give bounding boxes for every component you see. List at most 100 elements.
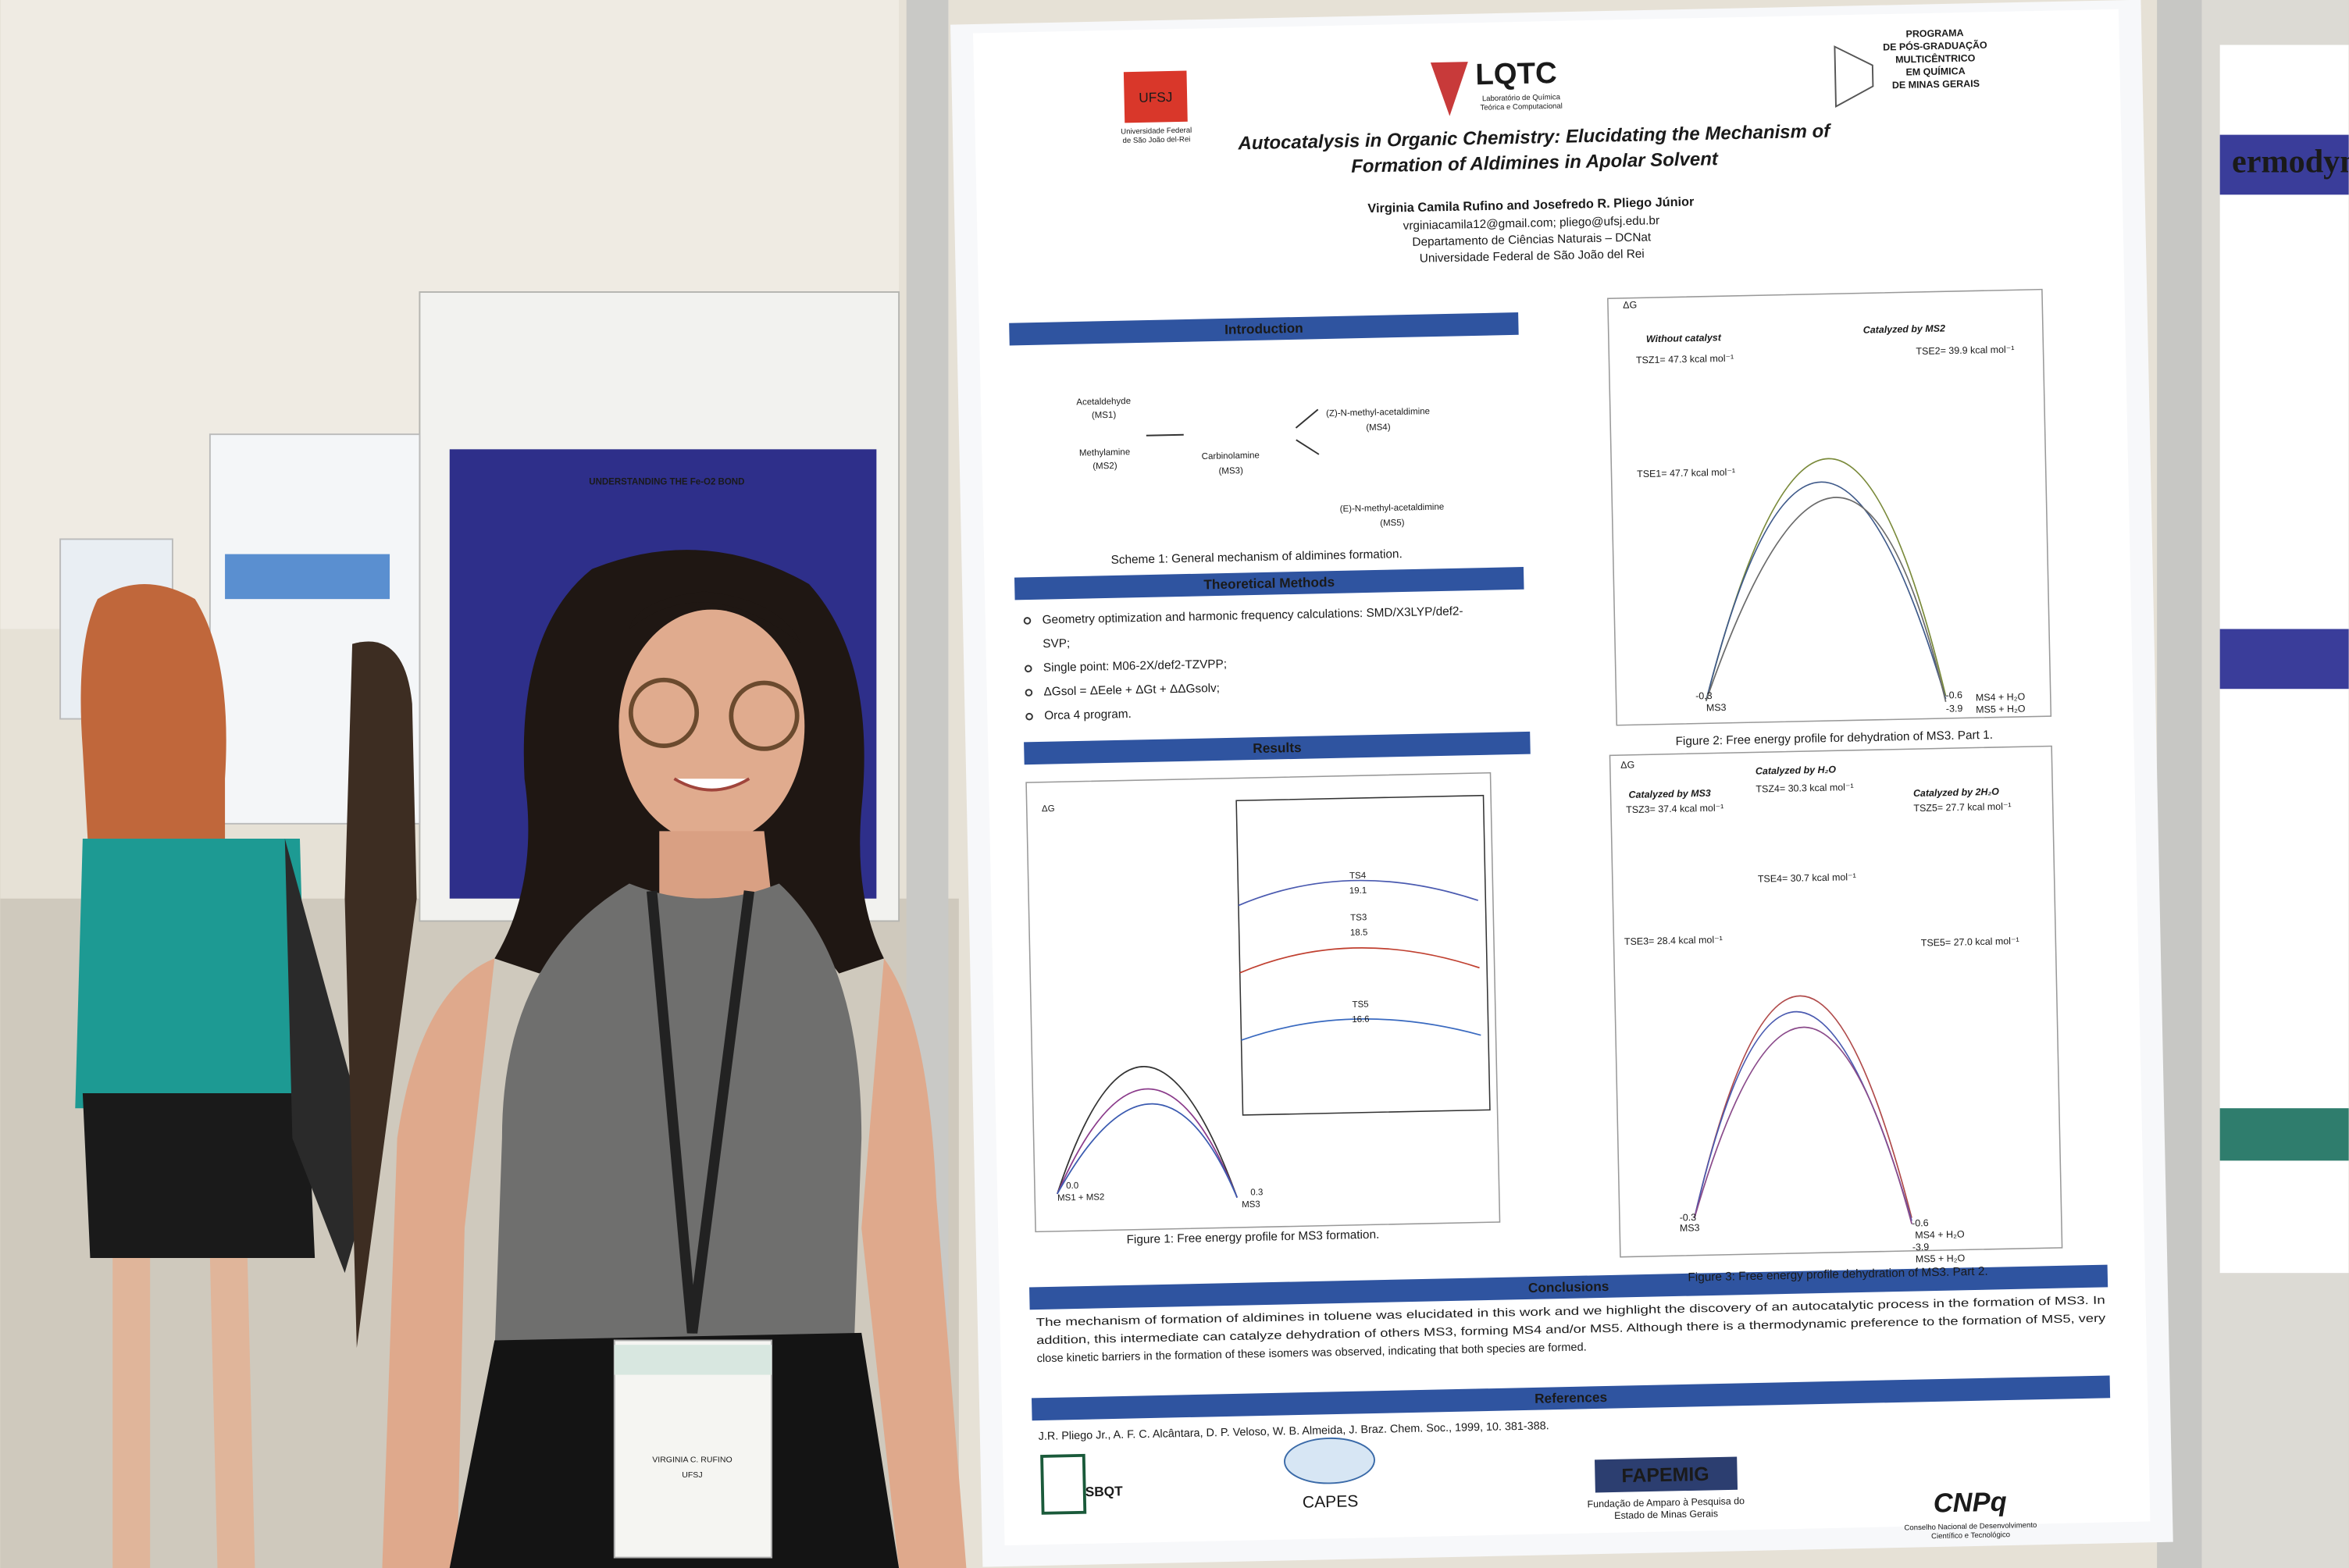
figure-label: Catalyzed by MS3 [1628, 788, 1711, 800]
logo-caption: Universidade Federal [1121, 127, 1192, 137]
figure-label: TSZ5= 27.7 kcal mol⁻¹ [1913, 801, 2012, 814]
sponsor-caption: Conselho Nacional de Desenvolvimento [1904, 1521, 2037, 1533]
glasses-left [628, 677, 700, 748]
capes-logo [1284, 1437, 1375, 1484]
scene-text: VIRGINIA C. RUFINO UFSJ UNDERSTANDING THE … [589, 144, 2349, 1480]
neck [659, 831, 772, 899]
figure-label: TSE3= 28.4 kcal mol⁻¹ [1624, 934, 1723, 947]
logo-text: LQTC [1475, 56, 1557, 91]
scheme-label: (MS3) [1218, 466, 1243, 476]
curve [1057, 1103, 1238, 1198]
curve [1705, 497, 1947, 703]
arms [382, 958, 967, 1568]
figure-label: ΔG [1042, 804, 1055, 814]
figure-label: Catalyzed by 2H₂O [1913, 786, 2000, 799]
figure-label: -3.9 [1912, 1242, 1930, 1253]
curve [1238, 879, 1478, 907]
figure-label: MS3 [1680, 1222, 1700, 1234]
face [618, 609, 805, 843]
sbqt-logo [1040, 1453, 1087, 1515]
bg-person-skirt [82, 1093, 315, 1259]
figure-label: -0.3 [1679, 1212, 1696, 1223]
bg-person-top [75, 839, 308, 1109]
sponsor-logo: FAPEMIG [1621, 1463, 1709, 1487]
energy-curves [1057, 458, 1947, 1224]
figure-label: -3.9 [1946, 703, 1963, 714]
figure-label: TSE2= 39.9 kcal mol⁻¹ [1916, 344, 2014, 357]
section-bar [1029, 1264, 2108, 1310]
gray-top [494, 883, 862, 1356]
logo-caption: PROGRAMA [1905, 27, 1963, 40]
figure-label: TSZ3= 37.4 kcal mol⁻¹ [1626, 803, 1724, 816]
sponsor-caption: Estado de Minas Gerais [1614, 1508, 1718, 1521]
logo-caption: Teórica e Computacional [1480, 102, 1563, 112]
logo-caption: Laboratório de Química [1482, 93, 1561, 103]
logo-text: UFSJ [1139, 89, 1173, 105]
figure-label: ΔG [1620, 759, 1634, 770]
method-item: Single point: M06-2X/def2-TZVPP; [1043, 657, 1227, 675]
figure-label: -0.6 [1945, 690, 1962, 700]
scheme-label: (E)-N-methyl-acetaldimine [1340, 503, 1445, 515]
figure-label: TS3 [1350, 913, 1367, 922]
figure-label: -0.6 [1912, 1217, 1929, 1228]
section-heading: Introduction [1224, 320, 1303, 337]
sponsor-caption: Científico e Tecnológico [1931, 1531, 2010, 1541]
figure-label: MS3 [1242, 1200, 1260, 1210]
sponsor-logo: CNPq [1933, 1488, 2007, 1519]
bullet [1025, 712, 1033, 721]
figure-label: TSE1= 47.7 kcal mol⁻¹ [1637, 467, 1735, 480]
figure-label: Catalyzed by H₂O [1756, 764, 1837, 776]
fringe [629, 591, 802, 644]
lqtc-logo [1430, 62, 1468, 116]
figure-label: 0.0 [1066, 1181, 1078, 1191]
scheme-label: (MS4) [1366, 422, 1391, 433]
far-poster-band [225, 554, 390, 600]
section-bar [1014, 567, 1524, 600]
affiliation: vrginiacamila12@gmail.com; pliego@ufsj.e… [1403, 214, 1660, 233]
figure-label: MS3 [1706, 702, 1727, 714]
arrow [1146, 408, 1320, 455]
figure-label: Catalyzed by MS2 [1863, 323, 1946, 336]
curve [1057, 1088, 1238, 1198]
badge [613, 1339, 773, 1559]
right-poster-band [2219, 134, 2349, 195]
scheme-label: Carbinolamine [1202, 451, 1260, 462]
figure-label: ΔG [1623, 299, 1637, 310]
figure1-inset [1235, 794, 1491, 1116]
figure-caption: Figure 1: Free energy profile for MS3 fo… [1126, 1228, 1379, 1247]
bullet [1025, 689, 1033, 697]
method-item: SVP; [1043, 637, 1070, 651]
figure-label: MS4 + H₂O [1915, 1229, 1965, 1241]
section-bars [1009, 312, 2111, 1421]
sponsor-logo: SBQT [1085, 1483, 1123, 1499]
logo-caption: DE PÓS-GRADUAÇÃO [1883, 39, 1987, 53]
sponsor-logo: CAPES [1303, 1492, 1359, 1511]
right-poster-band [2219, 629, 2349, 690]
logo-caption: DE MINAS GERAIS [1892, 78, 1980, 91]
figure3-frame [1609, 745, 2063, 1258]
bg-poster-title: UNDERSTANDING THE Fe-O2 BOND [589, 478, 744, 487]
lanyard [646, 890, 754, 1334]
scheme-label: (MS5) [1380, 519, 1405, 529]
bg-poster-title: ermodyn [2232, 144, 2349, 180]
logo-caption: EM QUÍMICA [1905, 65, 1965, 78]
figure-label: Without catalyst [1646, 332, 1722, 344]
section-heading: Conclusions [1528, 1278, 1609, 1295]
poster-content [973, 9, 2151, 1546]
smile [673, 777, 750, 792]
scheme-label: Acetaldehyde [1076, 397, 1131, 407]
badge-institution: UFSJ [682, 1470, 702, 1480]
method-item: Orca 4 program. [1044, 707, 1132, 722]
curve [1057, 1065, 1238, 1198]
curve [1241, 1018, 1481, 1041]
sponsor-caption: Fundação de Amparo à Pesquisa do [1587, 1495, 1745, 1509]
section-bar [1024, 731, 1531, 765]
bg-person-legs [112, 1258, 255, 1568]
figure-label: TSZ4= 30.3 kcal mol⁻¹ [1756, 782, 1854, 795]
figure-label: TS4 [1349, 871, 1367, 881]
figure-label: TSE5= 27.0 kcal mol⁻¹ [1921, 935, 2019, 949]
ufsj-logo [1123, 70, 1188, 123]
scheme-label: (MS1) [1092, 411, 1117, 421]
badge-band [614, 1345, 772, 1375]
